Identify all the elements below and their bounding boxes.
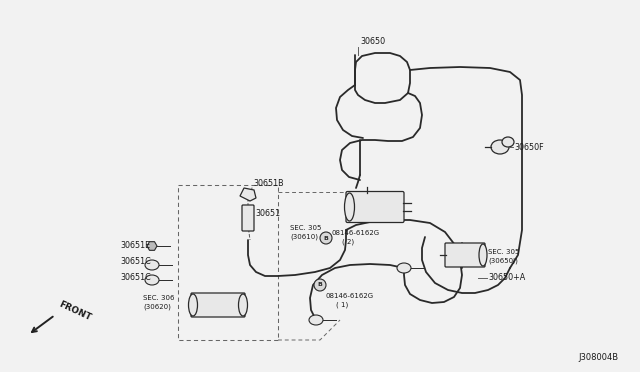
Text: SEC. 306: SEC. 306 <box>143 295 175 301</box>
Text: ( 2): ( 2) <box>342 239 354 245</box>
Ellipse shape <box>397 263 411 273</box>
Text: 30651C: 30651C <box>120 257 151 266</box>
FancyBboxPatch shape <box>242 205 254 231</box>
Circle shape <box>314 279 326 291</box>
FancyBboxPatch shape <box>445 243 485 267</box>
FancyBboxPatch shape <box>191 293 245 317</box>
Text: 08146-6162G: 08146-6162G <box>326 293 374 299</box>
Text: (30610): (30610) <box>290 234 318 240</box>
Text: (30620): (30620) <box>143 304 171 310</box>
Ellipse shape <box>502 137 514 147</box>
FancyBboxPatch shape <box>346 192 404 222</box>
Ellipse shape <box>189 294 198 316</box>
Circle shape <box>320 232 332 244</box>
Text: B: B <box>324 235 328 241</box>
Ellipse shape <box>344 193 355 221</box>
Text: FRONT: FRONT <box>57 299 92 323</box>
Text: 30651C: 30651C <box>120 273 151 282</box>
Text: J308004B: J308004B <box>578 353 618 362</box>
Text: 30650+A: 30650+A <box>488 273 525 282</box>
Text: 30651B: 30651B <box>253 179 284 187</box>
Text: (30650J): (30650J) <box>488 258 518 264</box>
Ellipse shape <box>145 275 159 285</box>
Ellipse shape <box>309 315 323 325</box>
Polygon shape <box>147 242 157 250</box>
Ellipse shape <box>145 260 159 270</box>
Text: 30651E: 30651E <box>120 241 150 250</box>
Text: SEC. 305: SEC. 305 <box>488 249 520 255</box>
Text: 30650F: 30650F <box>514 142 543 151</box>
Text: B: B <box>317 282 323 288</box>
Text: SEC. 305: SEC. 305 <box>290 225 321 231</box>
Ellipse shape <box>491 140 509 154</box>
Text: ( 1): ( 1) <box>336 302 348 308</box>
Polygon shape <box>240 188 256 201</box>
Text: 08146-6162G: 08146-6162G <box>332 230 380 236</box>
Text: 30651: 30651 <box>255 208 280 218</box>
Text: 30650: 30650 <box>360 38 385 46</box>
Ellipse shape <box>479 244 487 266</box>
Ellipse shape <box>239 294 248 316</box>
